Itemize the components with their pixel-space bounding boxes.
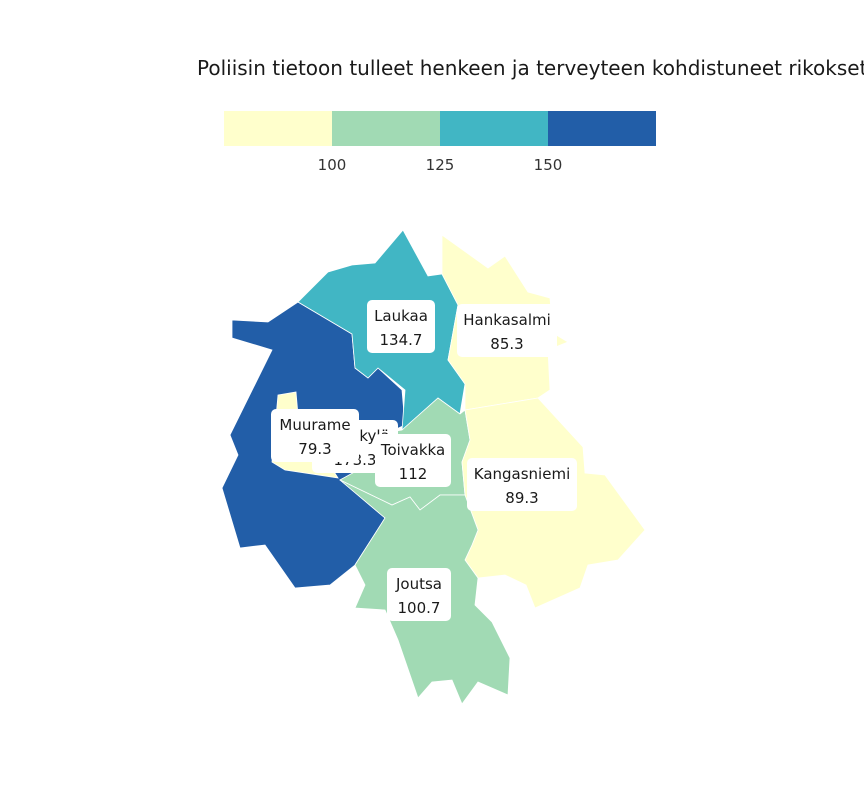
label-laukaa-name: Laukaa xyxy=(374,307,428,325)
label-kangasniemi: Kangasniemi 89.3 xyxy=(467,458,577,511)
map-title: Poliisin tietoon tulleet henkeen ja terv… xyxy=(197,56,864,80)
label-laukaa-value: 134.7 xyxy=(380,331,423,349)
color-legend: 100 125 150 xyxy=(224,111,656,174)
label-muurame: Muurame 79.3 xyxy=(271,409,359,462)
label-laukaa: Laukaa 134.7 xyxy=(367,300,435,353)
label-joutsa-name: Joutsa xyxy=(395,575,442,593)
legend-tick-100: 100 xyxy=(318,156,347,174)
label-kangasniemi-value: 89.3 xyxy=(505,489,538,507)
label-joutsa: Joutsa 100.7 xyxy=(387,568,451,621)
legend-swatch-2 xyxy=(332,111,440,146)
legend-swatch-4 xyxy=(548,111,656,146)
label-toivakka-value: 112 xyxy=(399,465,428,483)
legend-tick-125: 125 xyxy=(426,156,455,174)
label-toivakka: Toivakka 112 xyxy=(375,434,451,487)
label-joutsa-value: 100.7 xyxy=(398,599,441,617)
label-hankasalmi-name: Hankasalmi xyxy=(463,311,551,329)
label-kangasniemi-name: Kangasniemi xyxy=(474,465,570,483)
label-toivakka-name: Toivakka xyxy=(380,441,445,459)
legend-tick-150: 150 xyxy=(534,156,563,174)
label-hankasalmi: Hankasalmi 85.3 xyxy=(457,304,557,357)
region-labels: Laukaa 134.7 Hankasalmi 85.3 Jyväskylä 1… xyxy=(271,300,577,621)
legend-swatch-1 xyxy=(224,111,332,146)
legend-swatch-3 xyxy=(440,111,548,146)
label-hankasalmi-value: 85.3 xyxy=(490,335,523,353)
label-muurame-value: 79.3 xyxy=(298,440,331,458)
label-muurame-name: Muurame xyxy=(279,416,350,434)
